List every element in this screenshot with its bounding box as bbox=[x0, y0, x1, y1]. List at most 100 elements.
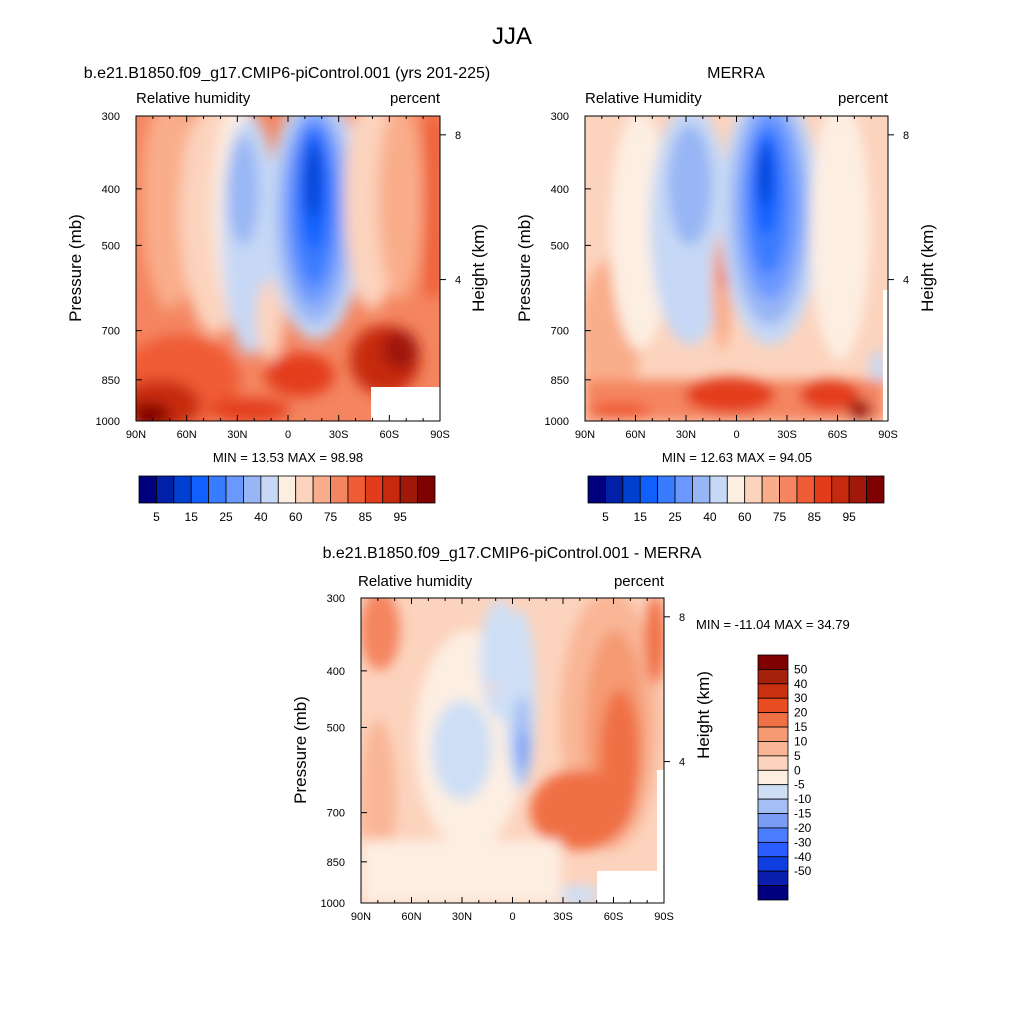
colorbar-label: 40 bbox=[703, 510, 717, 524]
colorbar-label: -50 bbox=[794, 864, 812, 878]
y-right-tick-label: 8 bbox=[903, 130, 909, 142]
panel-model: b.e21.B1850.f09_g17.CMIP6-piControl.001 … bbox=[66, 65, 490, 524]
colorbar-label: -15 bbox=[794, 807, 812, 821]
panel-model-right-label: percent bbox=[390, 90, 441, 107]
colorbar-box bbox=[692, 475, 711, 504]
x-tick-label: 0 bbox=[509, 911, 515, 923]
panel-diff-stats: MIN = -11.04 MAX = 34.79 bbox=[696, 617, 850, 632]
y-tick-label: 1000 bbox=[96, 416, 120, 428]
y-tick-label: 400 bbox=[327, 666, 345, 678]
y-tick-label: 500 bbox=[102, 240, 120, 252]
y-right-tick-label: 4 bbox=[679, 757, 685, 769]
colorbar-box bbox=[605, 475, 624, 504]
colorbar-label: 60 bbox=[289, 510, 303, 524]
panel-diff-ylabel: Pressure (mb) bbox=[291, 696, 310, 804]
panel-model-ticks: 90N 60N 30N 0 30S 60S 90S 300 400 500 700 850 1000 8 4 bbox=[96, 111, 462, 441]
colorbar-box bbox=[138, 475, 157, 504]
colorbar-box bbox=[848, 475, 867, 504]
colorbar-box bbox=[761, 475, 780, 504]
colorbar-box bbox=[382, 475, 401, 504]
x-tick-label: 30S bbox=[553, 911, 573, 923]
colorbar-box bbox=[779, 475, 798, 504]
colorbar-label: 10 bbox=[794, 734, 808, 748]
colorbar-label: 85 bbox=[359, 510, 373, 524]
colorbar-label: 5 bbox=[602, 510, 609, 524]
x-tick-label: 90S bbox=[878, 429, 898, 441]
panel-diff-title: b.e21.B1850.f09_g17.CMIP6-piControl.001 … bbox=[323, 545, 702, 562]
x-tick-label: 60N bbox=[177, 429, 197, 441]
colorbar-label: 0 bbox=[794, 763, 801, 777]
colorbar-box bbox=[173, 475, 192, 504]
colorbar-label: -5 bbox=[794, 778, 805, 792]
x-tick-label: 30N bbox=[452, 911, 472, 923]
y-tick-label: 300 bbox=[551, 111, 569, 123]
colorbar-box bbox=[709, 475, 728, 504]
colorbar-box bbox=[190, 475, 210, 504]
x-tick-label: 60N bbox=[625, 429, 645, 441]
colorbar-box bbox=[225, 475, 244, 504]
colorbar-box bbox=[622, 475, 641, 504]
y-tick-label: 300 bbox=[102, 111, 120, 123]
colorbar-label: 5 bbox=[153, 510, 160, 524]
colorbar-box bbox=[639, 475, 659, 504]
y-tick-label: 850 bbox=[551, 375, 569, 387]
y-tick-label: 700 bbox=[327, 808, 345, 820]
x-tick-label: 60S bbox=[380, 429, 400, 441]
y-tick-label: 400 bbox=[551, 184, 569, 196]
panel-merra: MERRA Relative Humidity percent bbox=[515, 65, 937, 524]
panel-merra-right-label: percent bbox=[838, 90, 889, 107]
panel-diff-left-label: Relative humidity bbox=[358, 573, 473, 590]
colorbar-label: 95 bbox=[393, 510, 407, 524]
colorbar-box bbox=[277, 475, 297, 504]
colorbar-label: 75 bbox=[773, 510, 787, 524]
colorbar-box bbox=[757, 726, 789, 742]
colorbar-box bbox=[757, 885, 789, 901]
colorbar-box bbox=[757, 654, 789, 670]
colorbar-label: 25 bbox=[668, 510, 682, 524]
x-tick-label: 0 bbox=[285, 429, 291, 441]
y-tick-label: 400 bbox=[102, 184, 120, 196]
x-tick-label: 90N bbox=[126, 429, 146, 441]
colorbar-box bbox=[260, 475, 279, 504]
colorbar-label: 5 bbox=[794, 749, 801, 763]
y-right-tick-label: 8 bbox=[455, 130, 461, 142]
colorbar-box bbox=[866, 475, 885, 504]
colorbar-label: 30 bbox=[794, 691, 808, 705]
panel-diff-ylabel-right: Height (km) bbox=[694, 671, 713, 759]
colorbar-box bbox=[757, 813, 789, 829]
colorbar-box bbox=[674, 475, 693, 504]
colorbar-box bbox=[417, 475, 436, 504]
colorbar-box bbox=[757, 870, 789, 886]
colorbar-label: 25 bbox=[219, 510, 233, 524]
x-tick-label: 60N bbox=[401, 911, 421, 923]
y-tick-label: 1000 bbox=[545, 416, 569, 428]
y-right-tick-label: 4 bbox=[455, 275, 461, 287]
colorbar-box bbox=[757, 669, 789, 685]
y-tick-label: 1000 bbox=[321, 898, 345, 910]
colorbar-label: 50 bbox=[794, 662, 808, 676]
colorbar-label: 85 bbox=[808, 510, 822, 524]
panel-model-title: b.e21.B1850.f09_g17.CMIP6-piControl.001 … bbox=[84, 65, 490, 82]
colorbar-label: 15 bbox=[794, 720, 808, 734]
colorbar-label: -40 bbox=[794, 850, 812, 864]
panel-model-left-label: Relative humidity bbox=[136, 90, 251, 107]
x-tick-label: 90N bbox=[575, 429, 595, 441]
colorbar-label: -30 bbox=[794, 835, 812, 849]
panel-model-ylabel-right: Height (km) bbox=[469, 224, 488, 312]
colorbar-box bbox=[757, 856, 789, 872]
colorbar-box bbox=[657, 475, 676, 504]
colorbar-label: 95 bbox=[842, 510, 856, 524]
colorbar-box bbox=[757, 755, 789, 771]
panel-diff-field bbox=[361, 598, 664, 903]
colorbar-box bbox=[757, 683, 789, 699]
x-tick-label: 30S bbox=[777, 429, 797, 441]
panel-merra-left-label: Relative Humidity bbox=[585, 90, 702, 107]
figure-title: JJA bbox=[492, 23, 532, 50]
x-tick-label: 60S bbox=[604, 911, 624, 923]
colorbar-box bbox=[243, 475, 262, 504]
colorbar-box bbox=[757, 841, 789, 858]
colorbar-box bbox=[347, 475, 366, 504]
x-tick-label: 90N bbox=[351, 911, 371, 923]
colorbar-box bbox=[757, 769, 789, 786]
y-right-tick-label: 8 bbox=[679, 612, 685, 624]
